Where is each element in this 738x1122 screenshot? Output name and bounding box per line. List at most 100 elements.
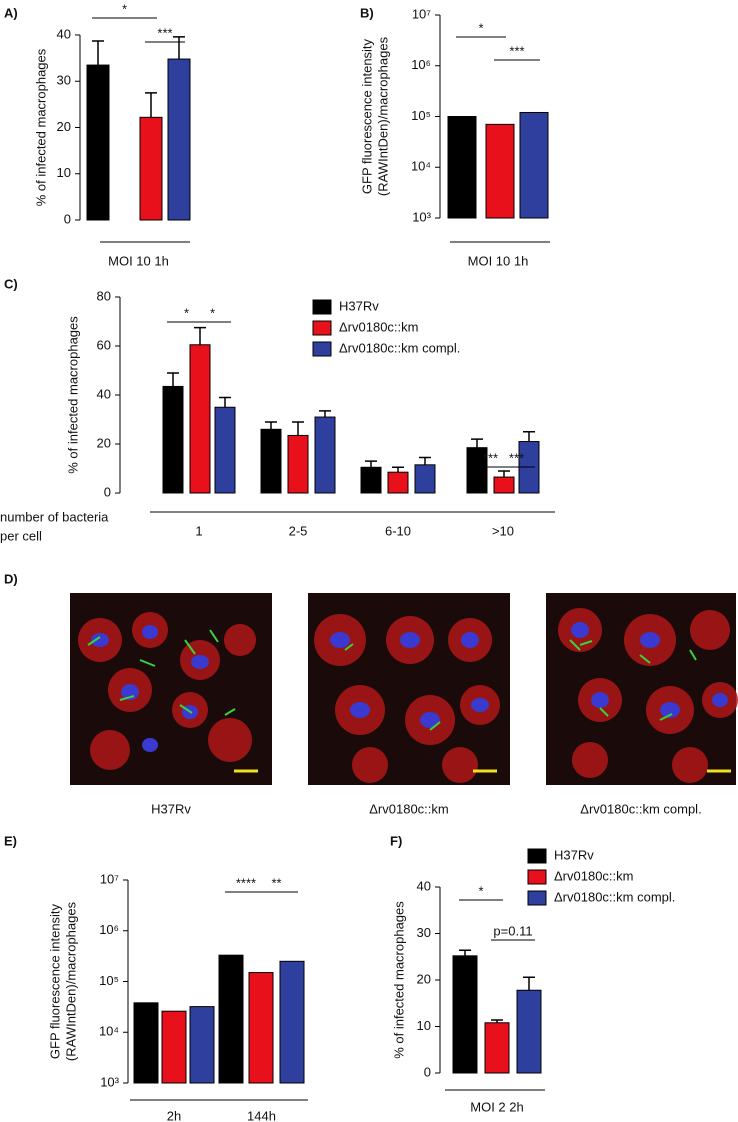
y-tick-label: 20 [417, 971, 431, 986]
legend-swatch [312, 299, 332, 315]
x-tick-label: MOI 2 2h [470, 1099, 523, 1114]
error-bar [319, 410, 331, 418]
bar [360, 466, 382, 494]
y-tick-label: 10⁷ [100, 871, 119, 886]
y-axis-label: GFP fluorescence intensity [47, 903, 62, 1059]
x-tick-label: 1 [195, 523, 202, 538]
error-bar [459, 949, 471, 956]
error-bar [392, 466, 404, 473]
significance-label: p=0.11 [493, 923, 532, 938]
bar [493, 476, 515, 494]
legend-swatch [527, 869, 547, 885]
y-axis-label: GFP fluorescence intensity [359, 38, 374, 194]
significance-label: *** [483, 450, 498, 465]
legend-swatch [312, 341, 332, 357]
y-tick-label: 40 [97, 386, 111, 401]
panel-label: E) [4, 833, 17, 848]
x-axis-label: number of bacteria [0, 509, 109, 524]
bar [485, 123, 515, 219]
nuclei [91, 622, 728, 752]
error-bar [92, 40, 104, 66]
significance-label: ** [271, 875, 281, 890]
y-tick-label: 10⁶ [99, 922, 119, 937]
error-bar [219, 396, 231, 408]
bar [387, 471, 409, 494]
error-bar [419, 456, 431, 465]
y-tick-label: 10³ [100, 1074, 119, 1089]
bar [466, 447, 488, 494]
image-caption: Δrv0180c::km compl. [580, 801, 701, 816]
legend-swatch [527, 890, 547, 906]
significance-label: *** [157, 25, 172, 40]
y-tick-label: 10⁵ [99, 973, 119, 988]
error-bar [471, 438, 483, 448]
x-tick-label: 144h [247, 1108, 276, 1122]
legend-label: Δrv0180c::km compl. [554, 889, 675, 904]
error-bar [173, 36, 185, 60]
bar [260, 428, 282, 494]
y-axis-label: % of infected macrophages [65, 316, 80, 474]
y-axis-label: % of infected macrophages [391, 901, 406, 1059]
y-tick-label: 10³ [412, 209, 431, 224]
error-bar [498, 470, 510, 478]
bar [314, 416, 336, 494]
legend-label: Δrv0180c::km [339, 319, 419, 334]
bar [189, 1006, 215, 1084]
error-bar [365, 460, 377, 468]
error-bar [265, 421, 277, 430]
bar [484, 1022, 510, 1074]
error-bar [194, 326, 206, 345]
panel-label: A) [4, 5, 18, 20]
x-tick-label: 2h [167, 1108, 181, 1122]
y-tick-label: 30 [417, 925, 431, 940]
y-tick-label: 10 [57, 165, 71, 180]
legend-swatch [312, 320, 332, 336]
x-tick-label: 6-10 [385, 523, 411, 538]
significance-label: * [210, 305, 215, 320]
image-caption: Δrv0180c::km [369, 801, 449, 816]
significance-label: *** [509, 43, 524, 58]
y-tick-label: 40 [57, 26, 71, 41]
bar [167, 58, 191, 221]
x-tick-label: 2-5 [289, 523, 308, 538]
error-bar [523, 976, 535, 991]
y-tick-label: 10⁴ [99, 1024, 119, 1039]
significance-label: * [184, 305, 189, 320]
bar [414, 464, 436, 494]
bar [161, 1010, 187, 1084]
bar [139, 116, 163, 221]
significance-label: *** [509, 450, 524, 465]
bar [214, 406, 236, 494]
y-tick-label: 10⁵ [411, 108, 431, 123]
x-tick-label: MOI 10 1h [108, 253, 169, 268]
panel-d-images [70, 593, 738, 785]
x-axis-label: per cell [0, 528, 42, 543]
bar [189, 344, 211, 494]
y-tick-label: 80 [97, 288, 111, 303]
legend-label: H37Rv [554, 847, 594, 862]
y-tick-label: 30 [57, 73, 71, 88]
error-bar [167, 372, 179, 387]
image-caption: H37Rv [151, 801, 191, 816]
significance-label: * [122, 1, 127, 16]
panel-label: C) [4, 276, 18, 291]
y-axis-label: (RAWIntDen)/macrophages [375, 36, 390, 196]
y-axis-label: % of infected macrophages [33, 48, 48, 206]
panel-label: B) [360, 5, 374, 20]
x-tick-label: >10 [492, 523, 514, 538]
error-bar [145, 92, 157, 118]
bar [287, 434, 309, 494]
bar [218, 954, 244, 1084]
legend-label: Δrv0180c::km [554, 868, 634, 883]
y-tick-label: 0 [104, 484, 111, 499]
bacteria [87, 629, 697, 731]
legend-label: H37Rv [339, 298, 379, 313]
significance-label: **** [236, 875, 256, 890]
y-tick-label: 10⁴ [411, 159, 431, 174]
panel-label: F) [390, 833, 402, 848]
error-bar [523, 431, 535, 442]
bar [133, 1002, 159, 1084]
y-axis-label: (RAWIntDen)/macrophages [63, 901, 78, 1061]
bar [162, 385, 184, 494]
y-tick-label: 0 [424, 1064, 431, 1079]
